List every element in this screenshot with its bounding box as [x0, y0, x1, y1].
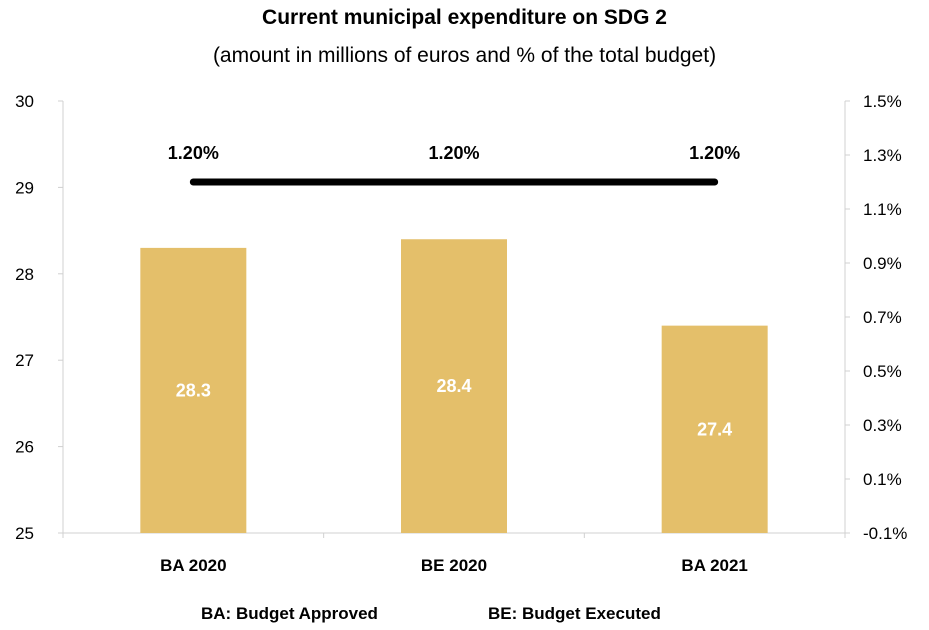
bar-value-label: 28.3 [176, 380, 211, 400]
note-budget-approved: BA: Budget Approved [201, 604, 378, 623]
x-category-label: BE 2020 [421, 556, 487, 575]
y2-tick-label: 0.5% [863, 362, 902, 381]
bar-value-label: 27.4 [697, 419, 732, 439]
bar [401, 239, 507, 534]
y-tick-label: 29 [15, 178, 34, 197]
y2-tick-label: 0.9% [863, 254, 902, 273]
line-value-label: 1.20% [689, 143, 740, 163]
y2-tick-label: 0.3% [863, 416, 902, 435]
y2-tick-label: 0.7% [863, 308, 902, 327]
bar [661, 325, 768, 533]
y2-tick-label: 0.1% [863, 470, 902, 489]
y2-tick-label: 1.1% [863, 200, 902, 219]
x-category-label: BA 2021 [681, 556, 747, 575]
note-budget-executed: BE: Budget Executed [488, 604, 661, 623]
bar [140, 247, 247, 533]
bar-value-label: 28.4 [436, 376, 471, 396]
y-tick-label: 25 [15, 524, 34, 543]
y2-tick-label: 1.5% [863, 92, 902, 111]
y-tick-label: 26 [15, 438, 34, 457]
y-tick-label: 27 [15, 351, 34, 370]
y-tick-label: 28 [15, 265, 34, 284]
line-value-label: 1.20% [168, 143, 219, 163]
chart-subtitle: (amount in millions of euros and % of th… [212, 44, 717, 67]
chart-title: Current municipal expenditure on SDG 2 [262, 6, 667, 29]
x-category-label: BA 2020 [160, 556, 226, 575]
line-value-label: 1.20% [428, 143, 479, 163]
plot-area: 25 26 27 28 29 30 -0.1% 0.1% 0.3% 0.5% 0.7% 0.9% 1.1… [15, 92, 907, 575]
y2-tick-label: -0.1% [863, 524, 907, 543]
y-tick-label: 30 [15, 92, 34, 111]
y2-tick-label: 1.3% [863, 146, 902, 165]
